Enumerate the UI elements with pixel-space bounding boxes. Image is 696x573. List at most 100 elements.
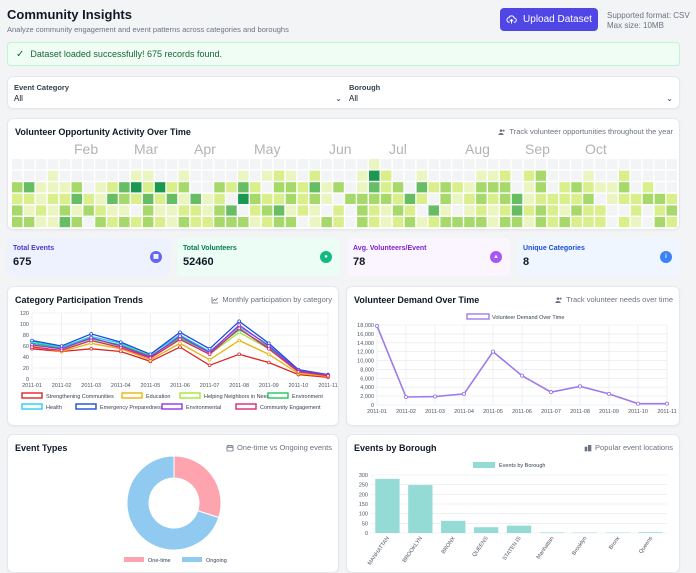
heatmap-cell (380, 159, 392, 170)
heatmap-cell (59, 170, 71, 181)
heatmap-cell (369, 170, 380, 181)
y-tick-label: 150 (359, 502, 368, 508)
heatmap-cell (369, 205, 380, 216)
heatmap-cell (583, 217, 594, 228)
borough-filter-select[interactable]: All ⌄ (349, 93, 673, 106)
upload-dataset-button[interactable]: Upload Dataset (500, 8, 598, 31)
heatmap-cell (357, 182, 368, 193)
heatmap-cell (380, 193, 392, 204)
heatmap-cell (547, 159, 558, 170)
legend-label: Emergency Preparedness (100, 405, 164, 411)
heatmap-cell (547, 170, 558, 181)
users-icon: ● (320, 251, 332, 263)
heatmap-cell (83, 170, 94, 181)
data-point (266, 360, 271, 365)
heatmap-cell (416, 159, 428, 170)
heatmap-cell (59, 159, 71, 170)
heatmap-cell (12, 182, 23, 193)
data-point (606, 391, 612, 396)
info-icon: i (660, 251, 672, 263)
heatmap-cell (238, 170, 249, 181)
heatmap-cell (559, 217, 570, 228)
legend-label: Strengthening Communities (46, 394, 114, 400)
heatmap-cell (273, 217, 285, 228)
heatmap-cell (488, 193, 499, 204)
data-point (89, 346, 93, 351)
stat-label: Total Volunteers (183, 245, 237, 252)
y-tick-label: 250 (359, 483, 368, 489)
heatmap-cell (428, 193, 439, 204)
heatmap-cell (35, 182, 47, 193)
heatmap-cell (47, 217, 59, 228)
data-point (266, 352, 271, 357)
heatmap-cell (618, 217, 630, 228)
heatmap-cell (440, 182, 451, 193)
stat-label: Total Events (13, 245, 55, 252)
heatmap-cell (202, 170, 213, 181)
heatmap-cell (476, 159, 487, 170)
x-tick-label: 2011-11 (657, 409, 676, 415)
heatmap-cell (559, 182, 570, 193)
heatmap-cell (392, 217, 404, 228)
borough-title: Events by Borough (354, 443, 437, 453)
heatmap-cell (142, 205, 154, 216)
event-types-note: One-time vs Ongoing events (226, 443, 332, 452)
legend-label: Volunteer Demand Over Time (492, 315, 564, 321)
heatmap-cell (285, 170, 297, 181)
month-label: Mar (134, 141, 159, 157)
data-point (178, 330, 182, 335)
heatmap-cell (357, 205, 368, 216)
heatmap-cell (47, 182, 59, 193)
heatmap-cell (285, 159, 297, 170)
heatmap-cell (511, 205, 523, 216)
heatmap-cell (202, 159, 213, 170)
stat-card: Avg. Volunteers/Event 78 ▲ (347, 238, 510, 276)
heatmap-cell (499, 170, 511, 181)
heatmap-cell (71, 193, 82, 204)
heatmap-cell (214, 159, 225, 170)
y-tick-label: 80 (23, 333, 29, 339)
heatmap-cell (464, 205, 475, 216)
heatmap-cell (392, 205, 404, 216)
data-point (207, 357, 212, 362)
heatmap-cell (666, 205, 677, 216)
x-tick-label: BROOKLYN (402, 536, 424, 564)
month-label: Aug (465, 141, 490, 157)
heatmap-cell (309, 182, 320, 193)
y-tick-label: 50 (362, 521, 368, 527)
activity-note-text: Track volunteer opportunities throughout… (509, 127, 673, 136)
legend-label: Helping Neighbors in Need (204, 394, 270, 400)
heatmap-cell (83, 182, 94, 193)
heatmap-cell (35, 159, 47, 170)
stat-value: 52460 (183, 256, 214, 268)
y-tick-label: 16,000 (357, 332, 374, 338)
heatmap-cell (559, 193, 570, 204)
heatmap-cell (119, 170, 130, 181)
heatmap-cell (23, 170, 35, 181)
heatmap-cell (59, 182, 71, 193)
heatmap-cell (583, 170, 594, 181)
heatmap-cell (214, 193, 225, 204)
x-tick-label: Bronx (608, 536, 621, 551)
heatmap-cell (654, 205, 666, 216)
heatmap-cell (380, 205, 392, 216)
chevron-down-icon: ⌄ (335, 94, 342, 103)
heatmap-cell (119, 217, 130, 228)
heatmap-cell (630, 193, 642, 204)
category-filter-select[interactable]: All ⌄ (14, 93, 342, 106)
heatmap-cell (642, 182, 654, 193)
stat-value: 675 (13, 256, 32, 268)
heatmap-cell (523, 217, 535, 228)
pie-slice (173, 455, 222, 519)
x-tick-label: QUEENS (472, 535, 490, 558)
heatmap-cell (654, 217, 666, 228)
heatmap-cell (345, 182, 356, 193)
heatmap-cell (119, 182, 130, 193)
category-trends-note: Monthly participation by category (211, 295, 332, 304)
heatmap-cell (107, 205, 118, 216)
heatmap-cell (666, 170, 677, 181)
heatmap-cell (654, 182, 666, 193)
heatmap-cell (523, 193, 535, 204)
heatmap-cell (321, 170, 332, 181)
heatmap-cell (238, 182, 249, 193)
